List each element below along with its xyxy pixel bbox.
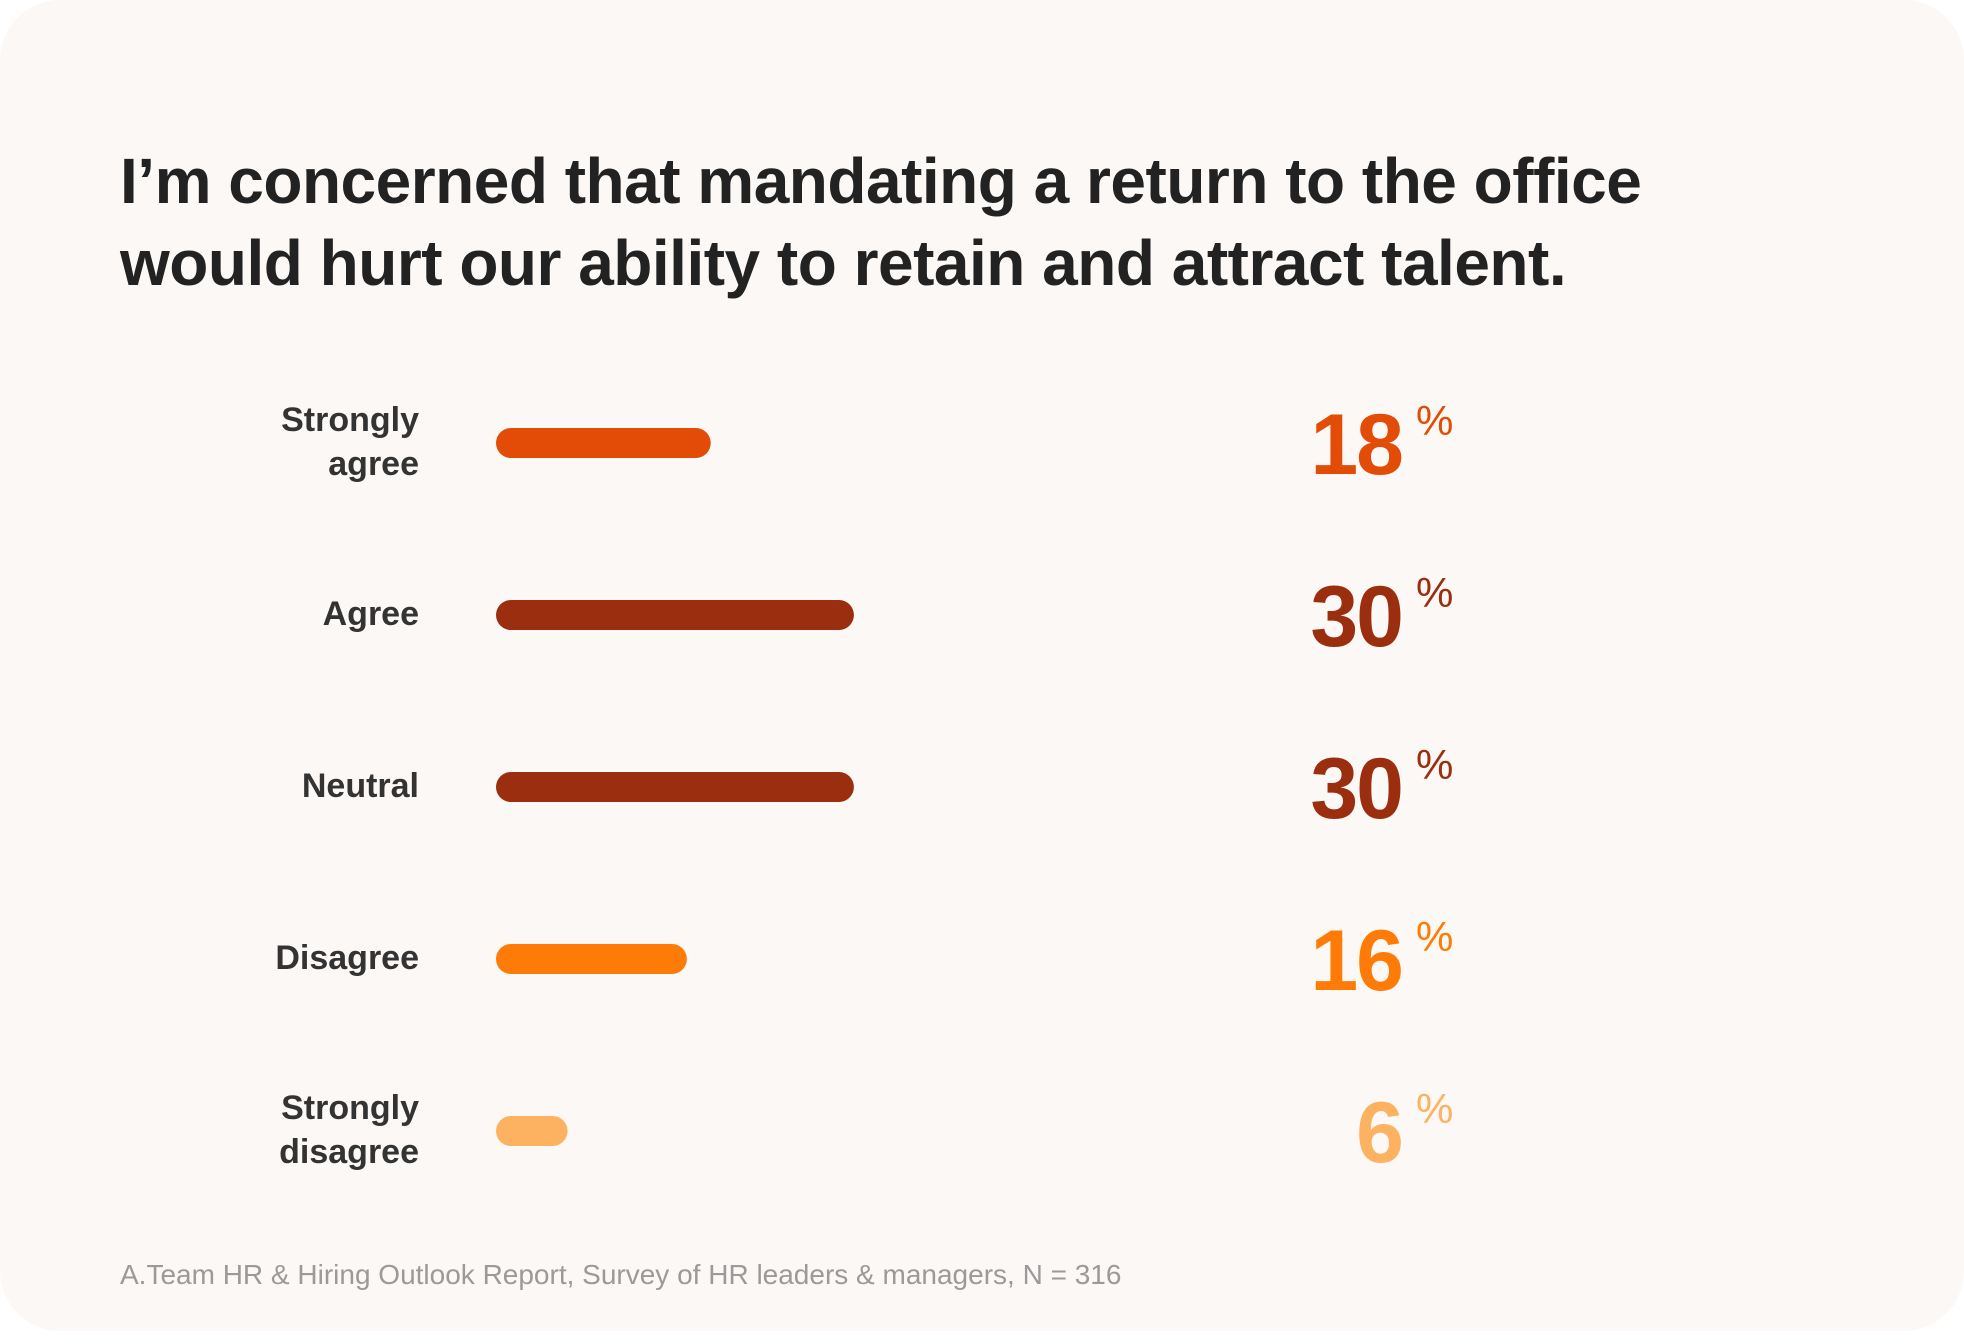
bar <box>496 772 854 802</box>
percent-sign: % <box>1416 913 1453 960</box>
value-label: 30 <box>1310 569 1402 665</box>
chart-title: I’m concerned that mandating a return to… <box>120 145 1642 299</box>
value-label: 16 <box>1310 913 1402 1009</box>
source-note: A.Team HR & Hiring Outlook Report, Surve… <box>120 1259 1122 1290</box>
percent-sign: % <box>1416 569 1453 616</box>
value-label: 18 <box>1310 397 1402 493</box>
category-label: Agree <box>323 595 419 633</box>
value-label: 6 <box>1356 1085 1402 1181</box>
category-label: Strongly agree <box>281 401 419 483</box>
percent-sign: % <box>1416 397 1453 444</box>
category-label: Neutral <box>302 767 419 805</box>
category-label: Disagree <box>275 939 419 977</box>
bar <box>496 600 854 630</box>
bar <box>496 1116 568 1146</box>
category-label: Strongly disagree <box>279 1089 419 1171</box>
percent-sign: % <box>1416 1085 1453 1132</box>
percent-sign: % <box>1416 741 1453 788</box>
value-label: 30 <box>1310 741 1402 837</box>
bar <box>496 428 711 458</box>
bar <box>496 944 687 974</box>
